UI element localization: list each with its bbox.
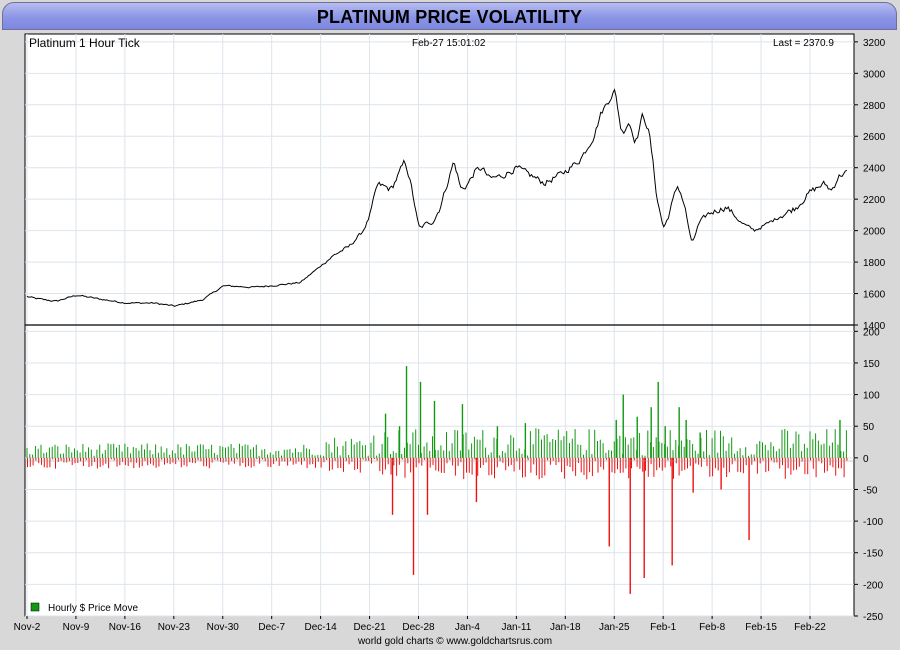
y-tick-label: 2200 [863, 195, 886, 206]
price-line [26, 88, 848, 307]
y-tick-label: 2000 [863, 227, 886, 238]
last-price: Last = 2370.9 [773, 38, 834, 49]
y-tick-label: -150 [863, 549, 883, 560]
y-tick-label: 2800 [863, 101, 886, 112]
x-tick-label: Feb-1 [650, 622, 677, 633]
price-panel-title: Platinum 1 Hour Tick [29, 36, 141, 50]
x-tick-label: Jan-4 [455, 622, 480, 633]
y-tick-label: 100 [863, 391, 880, 402]
y-tick-label: 200 [863, 327, 880, 338]
y-tick-label: 0 [863, 454, 869, 465]
legend-label: Hourly $ Price Move [48, 603, 138, 614]
hourly-move-bars [26, 366, 848, 594]
move-axis: -250 -200 -150 -100 -50 0 50 100 150 200 [854, 327, 883, 623]
x-tick-label: Dec-21 [353, 622, 386, 633]
timestamp: Feb-27 15:01:02 [412, 38, 486, 49]
y-tick-label: -100 [863, 517, 883, 528]
x-tick-label: Feb-15 [745, 622, 777, 633]
page-title: PLATINUM PRICE VOLATILITY [316, 7, 583, 27]
footer-credit: world gold charts © www.goldchartsrus.co… [357, 636, 552, 647]
legend-swatch [30, 602, 40, 612]
x-tick-label: Feb-22 [794, 622, 826, 633]
date-axis: Nov-2 Nov-9 Nov-16 Nov-23 Nov-30 Dec-7 Dec-14 D… [14, 616, 826, 633]
y-tick-label: -200 [863, 580, 883, 591]
price-axis: 1400 1600 1800 2000 2200 2400 2600 2800 3000 3200 [854, 38, 886, 332]
y-tick-label: 1600 [863, 290, 886, 301]
x-tick-label: Nov-16 [109, 622, 142, 633]
y-tick-label: 1800 [863, 258, 886, 269]
x-tick-label: Dec-7 [258, 622, 285, 633]
y-tick-label: 50 [863, 422, 875, 433]
x-tick-label: Nov-30 [207, 622, 240, 633]
title-bar: PLATINUM PRICE VOLATILITY [2, 2, 897, 30]
x-tick-label: Jan-11 [501, 622, 531, 633]
y-tick-label: 150 [863, 359, 880, 370]
x-tick-label: Feb-8 [699, 622, 726, 633]
y-tick-label: 2400 [863, 164, 886, 175]
x-tick-label: Nov-2 [14, 622, 41, 633]
price-series-line [26, 88, 848, 307]
y-tick-label: 2600 [863, 132, 886, 143]
y-tick-label: -50 [863, 485, 878, 496]
y-tick-label: 1400 [863, 321, 886, 332]
x-tick-label: Jan-18 [550, 622, 581, 633]
x-tick-label: Jan-25 [599, 622, 630, 633]
y-tick-label: 3000 [863, 69, 886, 80]
x-tick-label: Dec-28 [402, 622, 435, 633]
x-tick-label: Nov-23 [158, 622, 191, 633]
x-tick-label: Nov-9 [63, 622, 90, 633]
y-tick-label: -250 [863, 612, 883, 623]
x-tick-label: Dec-14 [305, 622, 338, 633]
y-tick-label: 3200 [863, 38, 886, 49]
